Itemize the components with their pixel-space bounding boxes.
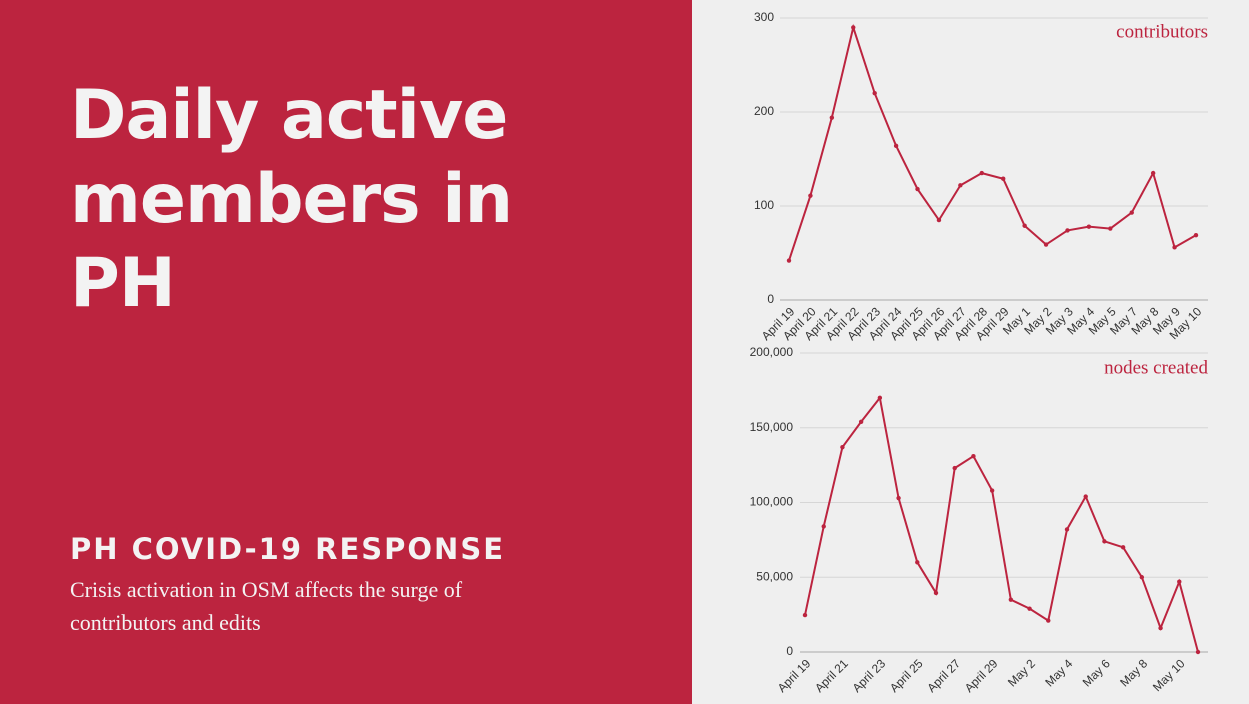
data-point — [971, 453, 976, 459]
y-tick-label: 150,000 — [750, 420, 794, 434]
data-point — [1158, 625, 1163, 631]
y-tick-label: 300 — [754, 10, 774, 24]
x-tick-label: April 23 — [850, 656, 889, 695]
data-point — [1083, 494, 1088, 499]
data-point — [858, 419, 864, 424]
data-point — [829, 115, 835, 120]
data-point — [952, 465, 957, 471]
x-tick-label: April 21 — [812, 656, 851, 695]
data-point — [933, 590, 939, 596]
data-point — [802, 612, 808, 618]
y-tick-label: 0 — [767, 292, 774, 306]
x-tick-label: May 4 — [1042, 656, 1075, 689]
data-point — [1086, 224, 1092, 229]
data-point — [1108, 226, 1113, 231]
data-point — [1064, 527, 1070, 532]
y-tick-label: 0 — [786, 644, 793, 658]
slide-subtitle: PH COVID-19 RESPONSE — [70, 532, 506, 566]
slide-title: Daily active members in PH — [70, 76, 513, 323]
data-point — [893, 143, 899, 149]
chart-title: contributors — [1116, 21, 1208, 42]
x-tick-label: April 27 — [924, 656, 963, 695]
data-point — [786, 258, 792, 263]
data-point — [1001, 176, 1006, 181]
data-point — [1195, 649, 1201, 655]
y-tick-label: 50,000 — [756, 569, 793, 583]
chart-title: nodes created — [1104, 357, 1208, 378]
x-tick-label: May 8 — [1117, 656, 1150, 689]
data-point — [1065, 228, 1070, 233]
data-point — [1150, 170, 1156, 176]
data-point — [989, 488, 995, 493]
left-panel — [0, 0, 692, 704]
y-tick-label: 200,000 — [750, 345, 794, 359]
y-tick-label: 100,000 — [750, 495, 794, 509]
data-point — [1102, 539, 1107, 544]
y-tick-label: 100 — [754, 198, 774, 212]
x-tick-label: May 6 — [1080, 656, 1113, 689]
data-point — [1193, 232, 1199, 238]
data-point — [851, 25, 856, 30]
data-point — [936, 217, 942, 223]
data-point — [872, 91, 877, 96]
y-tick-label: 200 — [754, 104, 774, 118]
data-point — [1046, 618, 1051, 623]
data-point — [808, 193, 813, 198]
series-line — [804, 395, 1199, 653]
x-tick-label: May 10 — [1150, 656, 1188, 694]
data-point — [840, 444, 845, 450]
data-point — [1172, 245, 1177, 250]
data-point — [1129, 210, 1134, 215]
data-point — [1043, 242, 1049, 247]
data-point — [896, 495, 901, 501]
data-point — [958, 183, 963, 188]
data-point — [915, 186, 920, 192]
data-point — [1177, 579, 1182, 584]
x-tick-label: May 2 — [1005, 656, 1038, 689]
x-tick-label: April 29 — [962, 656, 1001, 695]
x-tick-label: April 25 — [887, 656, 926, 695]
data-point — [915, 560, 920, 565]
data-point — [821, 524, 826, 529]
x-tick-label: April 19 — [775, 656, 814, 695]
data-point — [979, 170, 984, 176]
data-point — [1008, 597, 1014, 602]
series-line — [788, 23, 1197, 261]
data-point — [1120, 545, 1126, 550]
slide-description: Crisis activation in OSM affects the sur… — [70, 577, 463, 635]
data-point — [1027, 606, 1032, 611]
data-point — [877, 395, 883, 401]
data-point — [1139, 575, 1145, 580]
data-point — [1022, 223, 1027, 228]
